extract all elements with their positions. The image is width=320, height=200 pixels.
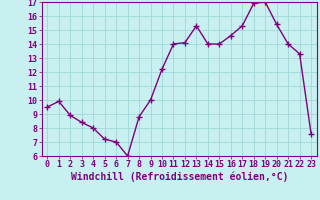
- X-axis label: Windchill (Refroidissement éolien,°C): Windchill (Refroidissement éolien,°C): [70, 172, 288, 182]
